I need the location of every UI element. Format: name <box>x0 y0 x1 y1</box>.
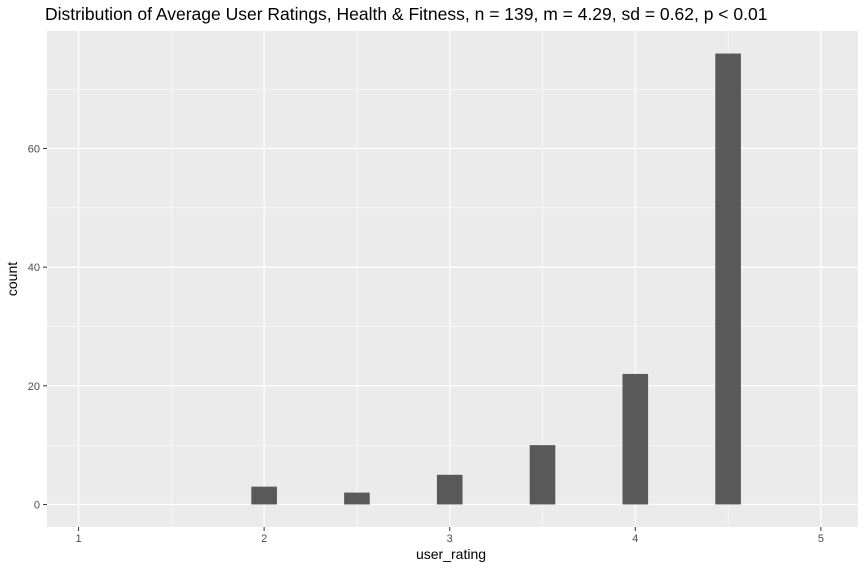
histogram-bar <box>251 486 277 505</box>
histogram-bar <box>715 53 741 505</box>
x-tick-label: 5 <box>818 533 824 545</box>
chart-title: Distribution of Average User Ratings, He… <box>45 4 767 24</box>
y-axis: 0 20 40 60 <box>28 143 47 511</box>
y-tick-label: 60 <box>28 143 40 155</box>
major-gridlines <box>47 31 858 527</box>
x-axis: 1 2 3 4 5 <box>75 527 824 545</box>
histogram-bar <box>622 373 649 505</box>
histogram-bar <box>436 474 463 505</box>
x-tick-label: 3 <box>447 533 453 545</box>
histogram-bar <box>529 445 556 505</box>
y-axis-title: count <box>4 262 20 296</box>
x-tick-label: 2 <box>261 533 267 545</box>
histogram-bar <box>344 492 370 505</box>
x-tick-label: 4 <box>632 533 638 545</box>
bars <box>251 53 741 505</box>
y-tick-label: 0 <box>34 499 40 511</box>
y-tick-label: 40 <box>28 262 40 274</box>
x-tick-label: 1 <box>75 533 81 545</box>
y-tick-label: 20 <box>28 381 40 393</box>
x-axis-title: user_rating <box>416 546 486 562</box>
